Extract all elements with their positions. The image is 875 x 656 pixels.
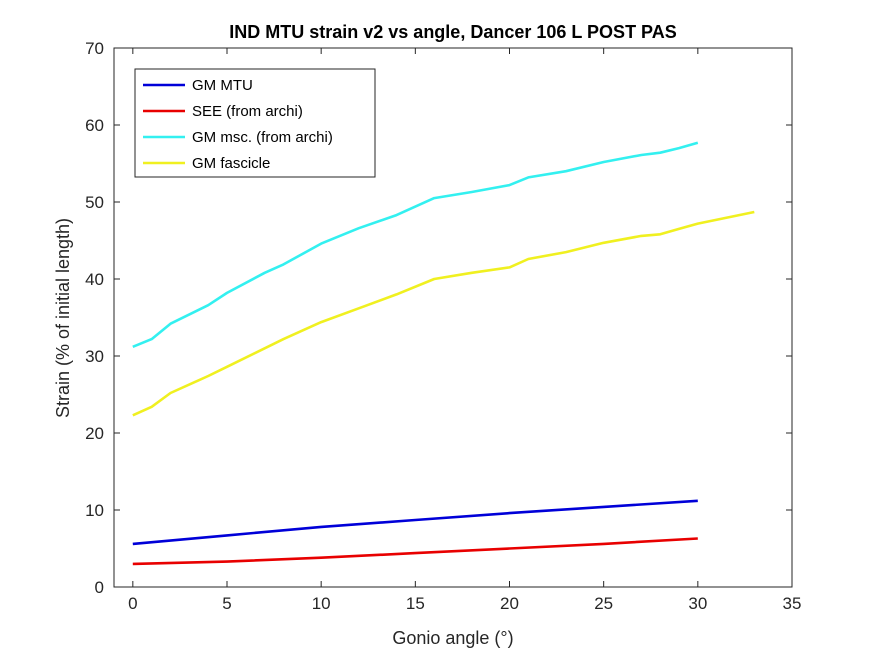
x-tick-label: 20 bbox=[500, 594, 519, 613]
y-tick-label: 10 bbox=[85, 501, 104, 520]
y-tick-label: 70 bbox=[85, 39, 104, 58]
legend-label: SEE (from archi) bbox=[192, 103, 303, 120]
y-tick-label: 20 bbox=[85, 424, 104, 443]
series-line-2 bbox=[132, 537, 698, 566]
series-line-1 bbox=[132, 499, 698, 546]
series-layer bbox=[132, 141, 755, 566]
legend-label: GM fascicle bbox=[192, 155, 270, 172]
y-tick-label: 40 bbox=[85, 270, 104, 289]
x-tick-label: 30 bbox=[688, 594, 707, 613]
y-tick-label: 60 bbox=[85, 116, 104, 135]
x-tick-label: 35 bbox=[783, 594, 802, 613]
legend-box bbox=[134, 68, 376, 178]
series-line-4 bbox=[132, 210, 755, 417]
legend-label: GM msc. (from archi) bbox=[192, 129, 333, 146]
x-tick-label: 5 bbox=[222, 594, 231, 613]
chart-title: IND MTU strain v2 vs angle, Dancer 106 L… bbox=[229, 22, 677, 42]
y-axis-label: Strain (% of initial length) bbox=[53, 218, 73, 418]
series-line-3 bbox=[132, 141, 699, 349]
axis-ticks: 0 5 10 15 20 25 30 35 0 10 20 30 40 50 60 70 bbox=[85, 39, 801, 613]
x-tick-label: 10 bbox=[312, 594, 331, 613]
legend-label: GM MTU bbox=[192, 77, 253, 94]
x-tick-label: 25 bbox=[594, 594, 613, 613]
legend: GM MTU SEE (from archi) GM msc. (from arch… bbox=[134, 68, 376, 178]
x-tick-label: 0 bbox=[128, 594, 137, 613]
y-tick-label: 50 bbox=[85, 193, 104, 212]
x-axis-label: Gonio angle (°) bbox=[392, 628, 513, 648]
x-tick-label: 15 bbox=[406, 594, 425, 613]
y-tick-label: 30 bbox=[85, 347, 104, 366]
y-tick-label: 0 bbox=[95, 578, 104, 597]
